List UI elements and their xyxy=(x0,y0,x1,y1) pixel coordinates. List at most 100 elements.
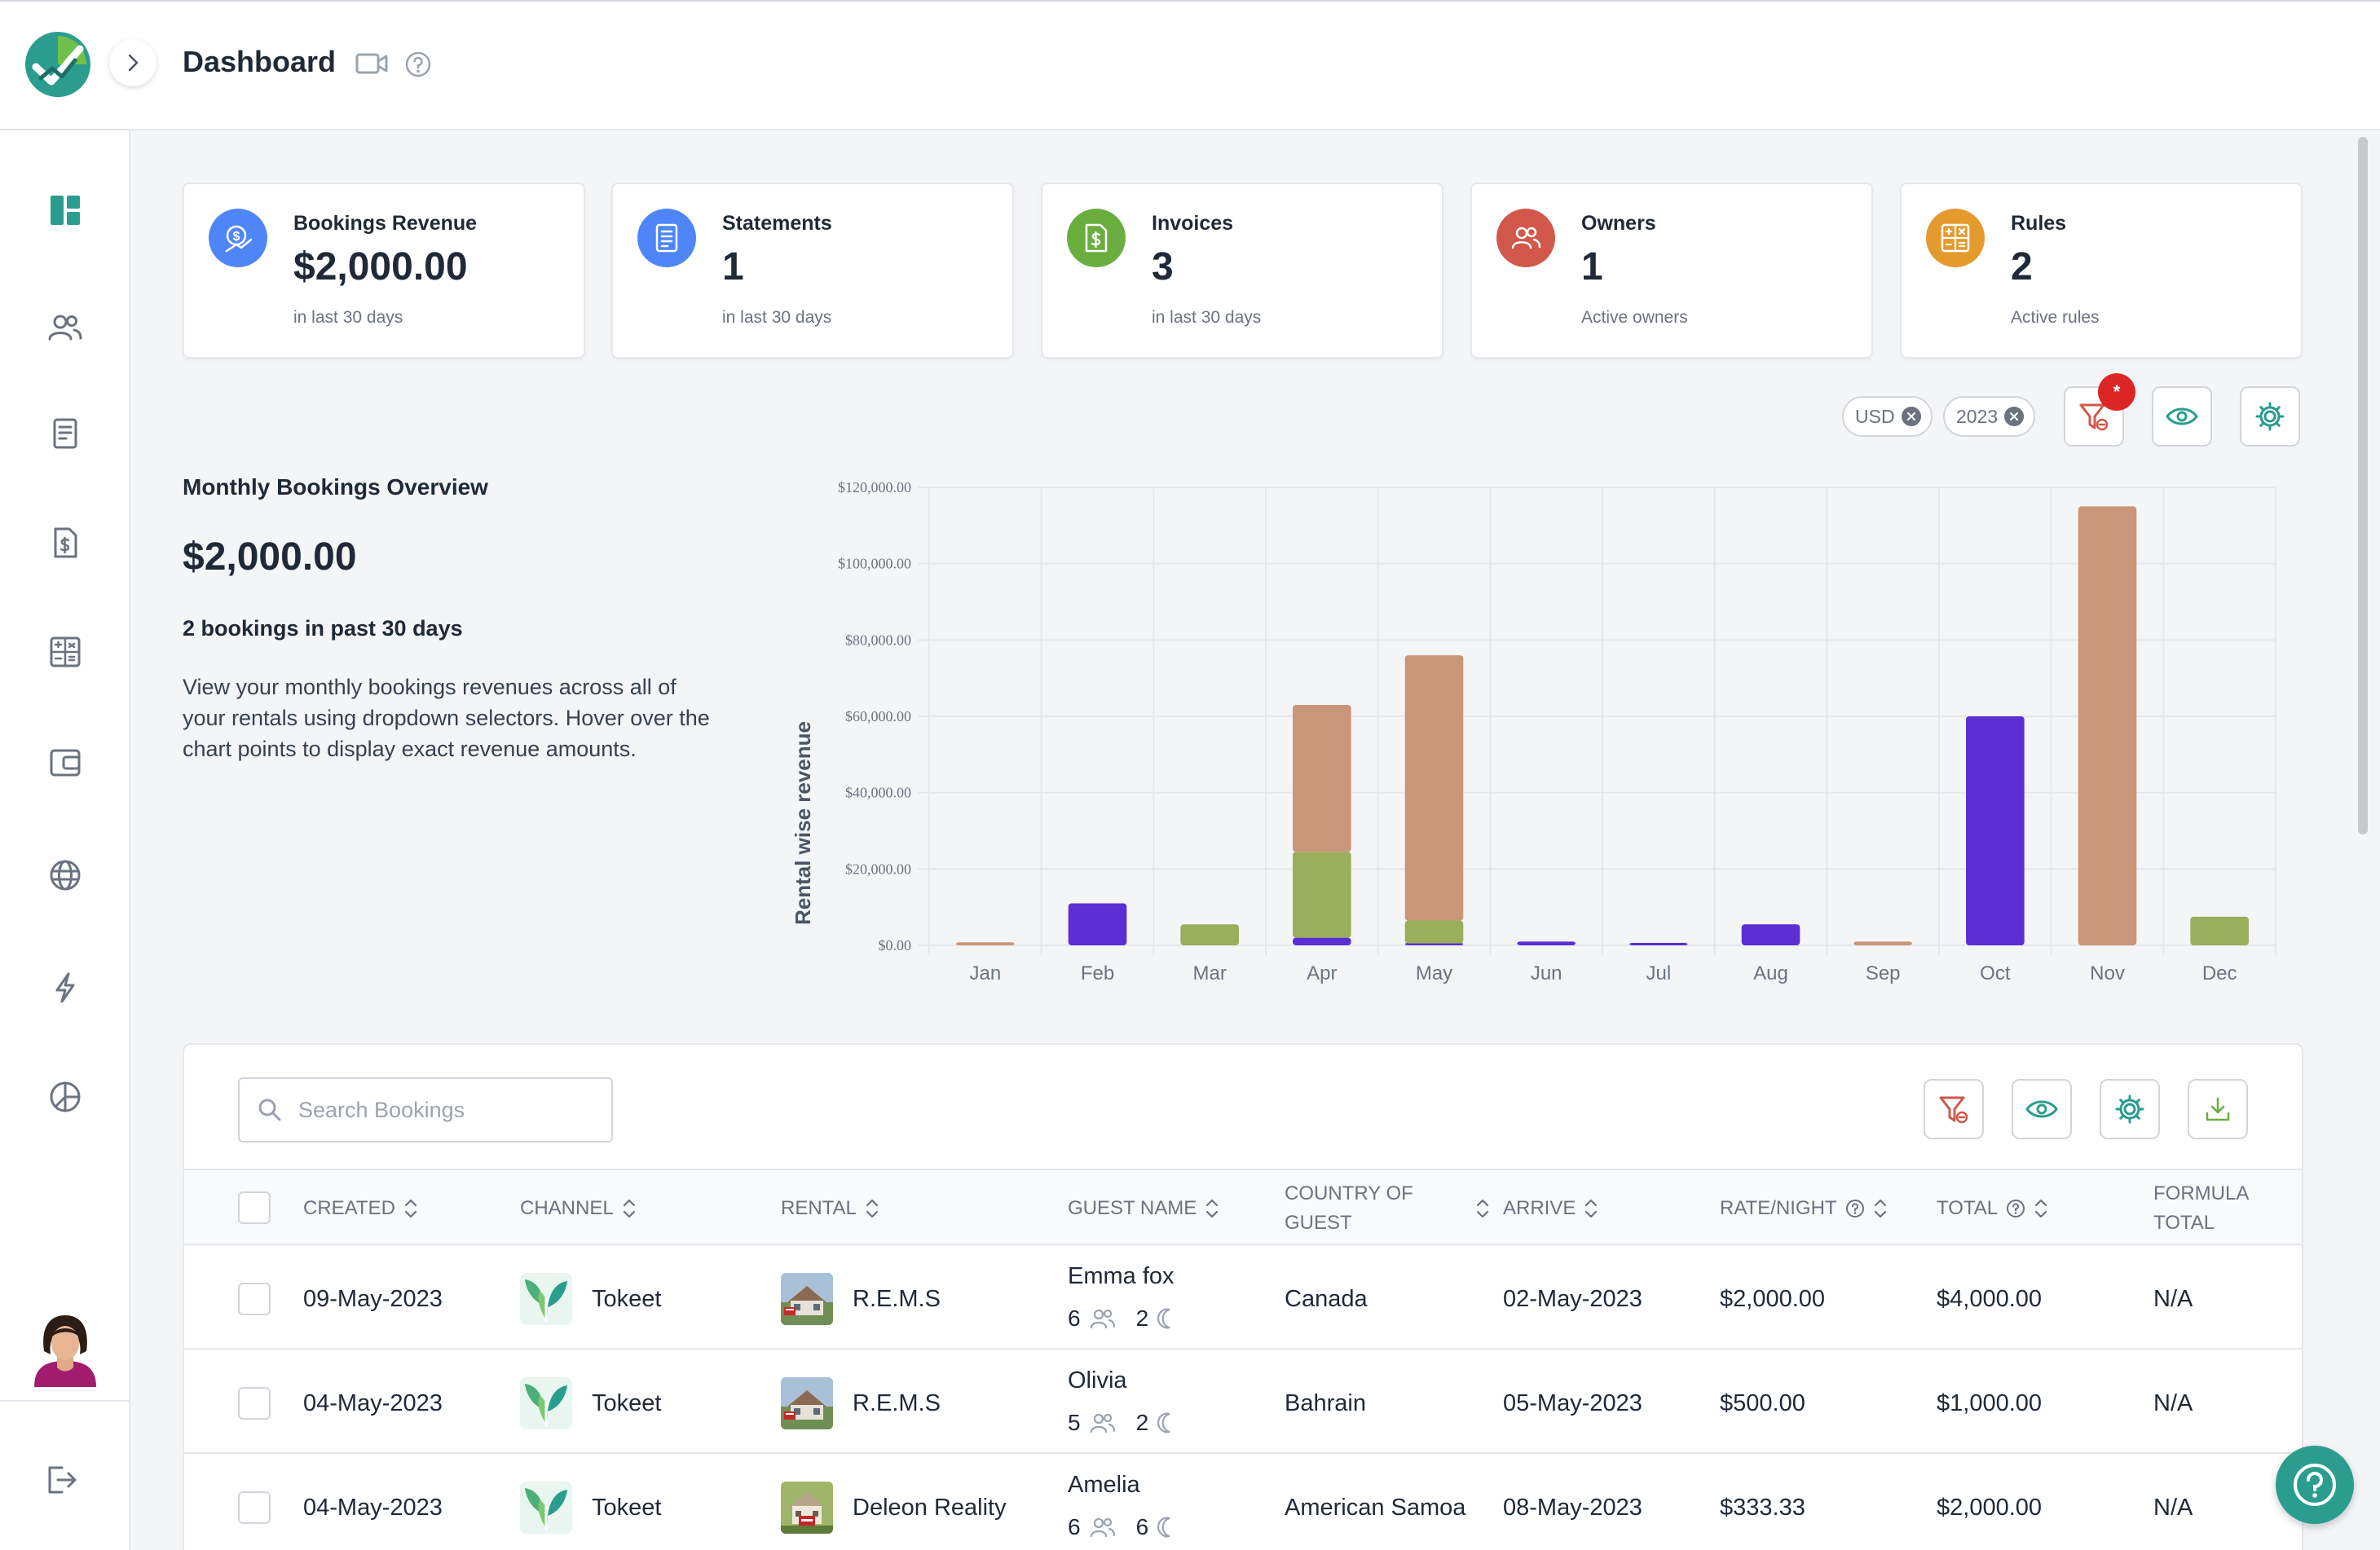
column-rental[interactable]: RENTAL xyxy=(781,1170,879,1247)
chart-bar[interactable] xyxy=(956,942,1015,945)
table-settings-button[interactable] xyxy=(2100,1079,2160,1139)
sidebar-item-automations[interactable] xyxy=(42,965,88,1011)
card-rules[interactable]: Rules 2 Active rules xyxy=(1900,183,2303,359)
row-checkbox[interactable] xyxy=(238,1491,271,1524)
guest-name[interactable]: Olivia xyxy=(1068,1367,1127,1394)
chart-bar[interactable] xyxy=(1629,943,1688,945)
scrollbar-thumb[interactable] xyxy=(2358,137,2368,834)
card-owners[interactable]: Owners 1 Active owners xyxy=(1470,183,1873,359)
chart-bar[interactable] xyxy=(1741,924,1800,945)
column-total[interactable]: TOTAL xyxy=(1937,1170,2048,1247)
chart-bar[interactable] xyxy=(1068,903,1127,945)
column-label-line: TOTAL xyxy=(2153,1212,2215,1234)
table-row[interactable]: 04-May-2023 Tokeet Deleon Reality Amelia 6 6 A… xyxy=(184,1455,2302,1550)
column-channel[interactable]: CHANNEL xyxy=(520,1170,637,1247)
table-row[interactable]: 09-May-2023 Tokeet R.E.M.S Emma fox 6 2 Canada… xyxy=(184,1247,2302,1350)
download-icon xyxy=(2206,1097,2230,1121)
year-filter-chip[interactable]: 2023 xyxy=(1943,396,2036,437)
chart-bar[interactable] xyxy=(1293,704,1351,852)
column-created[interactable]: CREATED xyxy=(303,1170,418,1247)
search-box[interactable] xyxy=(238,1077,613,1143)
chart-bar[interactable] xyxy=(1293,937,1351,945)
sort-icon[interactable] xyxy=(1205,1197,1219,1220)
help-circle-icon xyxy=(2294,1464,2336,1506)
help-chat-button[interactable] xyxy=(2276,1446,2354,1524)
sort-icon[interactable] xyxy=(865,1197,879,1220)
column-arrive[interactable]: ARRIVE xyxy=(1503,1170,1598,1247)
sort-icon[interactable] xyxy=(1584,1197,1598,1220)
chart-bar[interactable] xyxy=(1404,655,1464,921)
row-checkbox[interactable] xyxy=(238,1283,271,1315)
card-bookings-revenue[interactable]: $ Bookings Revenue $2,000.00 in last 30 … xyxy=(183,183,585,359)
sidebar-item-payments[interactable] xyxy=(42,740,88,786)
help-circle-icon[interactable] xyxy=(404,51,432,78)
formula-total: N/A xyxy=(2153,1390,2193,1416)
column-formula-total[interactable]: FORMULA TOTAL xyxy=(2153,1170,2302,1247)
app-logo-icon[interactable] xyxy=(24,31,91,98)
channel-name[interactable]: Tokeet xyxy=(592,1390,662,1416)
table-columns-button[interactable] xyxy=(2012,1079,2072,1139)
sidebar-item-rules[interactable] xyxy=(42,629,88,675)
sidebar-item-invoices[interactable] xyxy=(42,520,88,566)
channel-name[interactable]: Tokeet xyxy=(592,1495,662,1521)
help-circle-icon[interactable] xyxy=(1845,1199,1865,1218)
bookings-bar-chart[interactable]: $0.00 $20,000.00 $40,000.00 $60,000.00 $80,0… xyxy=(774,456,2290,994)
sort-icon[interactable] xyxy=(403,1197,418,1220)
sort-icon[interactable] xyxy=(2034,1197,2048,1220)
sidebar-item-channels[interactable] xyxy=(42,852,88,898)
remove-chip-icon[interactable] xyxy=(1901,407,1921,426)
sort-icon[interactable] xyxy=(1475,1197,1490,1220)
remove-chip-icon[interactable] xyxy=(2004,407,2025,426)
rental-name[interactable]: R.E.M.S xyxy=(853,1390,941,1416)
table-filter-button[interactable] xyxy=(1924,1079,1984,1139)
svg-text:$: $ xyxy=(233,230,240,244)
user-avatar[interactable] xyxy=(31,1310,99,1387)
chart-y-tick-label: $40,000.00 xyxy=(845,785,911,801)
chart-bar[interactable] xyxy=(2078,506,2137,945)
filter-badge: * xyxy=(2098,373,2135,411)
row-checkbox[interactable] xyxy=(238,1387,271,1420)
chart-bar[interactable] xyxy=(1293,852,1351,938)
rental-name[interactable]: Deleon Reality xyxy=(853,1495,1007,1521)
chart-bar[interactable] xyxy=(1404,920,1464,944)
currency-filter-chip[interactable]: USD xyxy=(1842,396,1933,437)
chart-bar[interactable] xyxy=(2190,916,2249,945)
logout-icon[interactable] xyxy=(46,1464,80,1496)
sidebar-item-statements[interactable] xyxy=(42,411,88,456)
guests-icon xyxy=(1089,1308,1117,1329)
card-value: 1 xyxy=(1581,245,1603,288)
chart-y-tick-label: $100,000.00 xyxy=(838,556,911,572)
expand-sidebar-button[interactable] xyxy=(109,39,156,86)
chart-bar[interactable] xyxy=(1517,941,1576,945)
chart-bar[interactable] xyxy=(1180,924,1239,945)
guest-name[interactable]: Amelia xyxy=(1068,1472,1140,1498)
chart-settings-button[interactable] xyxy=(2240,386,2300,447)
card-invoices[interactable]: Invoices 3 in last 30 days xyxy=(1041,183,1443,359)
chart-bar[interactable] xyxy=(1853,941,1912,945)
chart-bar[interactable] xyxy=(1404,943,1464,945)
channel-name[interactable]: Tokeet xyxy=(592,1286,662,1312)
table-row[interactable]: 04-May-2023 Tokeet R.E.M.S Olivia 5 2 Bahrain 0… xyxy=(184,1351,2302,1454)
sidebar-item-reports[interactable] xyxy=(42,1074,88,1120)
column-rate-night[interactable]: RATE/NIGHT xyxy=(1720,1170,1888,1247)
sort-icon[interactable] xyxy=(1873,1197,1888,1220)
sidebar-item-dashboard[interactable] xyxy=(42,187,88,233)
gear-icon xyxy=(2255,402,2285,431)
search-input[interactable] xyxy=(298,1097,608,1123)
select-all-checkbox[interactable] xyxy=(238,1191,271,1224)
card-statements[interactable]: Statements 1 in last 30 days xyxy=(611,183,1014,359)
chart-visibility-button[interactable] xyxy=(2152,386,2212,447)
video-icon[interactable] xyxy=(355,52,388,75)
chart-bar[interactable] xyxy=(1966,716,2025,945)
column-guest-name[interactable]: GUEST NAME xyxy=(1068,1170,1219,1247)
table-download-button[interactable] xyxy=(2188,1079,2248,1139)
column-country[interactable]: COUNTRY OF GUEST xyxy=(1285,1170,1490,1247)
guest-name[interactable]: Emma fox xyxy=(1068,1263,1175,1289)
help-circle-icon[interactable] xyxy=(2006,1199,2025,1218)
chart-y-tick-label: $120,000.00 xyxy=(838,479,911,495)
rental-thumbnail xyxy=(781,1273,833,1325)
card-value: 3 xyxy=(1152,245,1174,288)
rental-name[interactable]: R.E.M.S xyxy=(853,1286,941,1312)
sort-icon[interactable] xyxy=(622,1197,637,1220)
sidebar-item-guests[interactable] xyxy=(42,305,88,350)
